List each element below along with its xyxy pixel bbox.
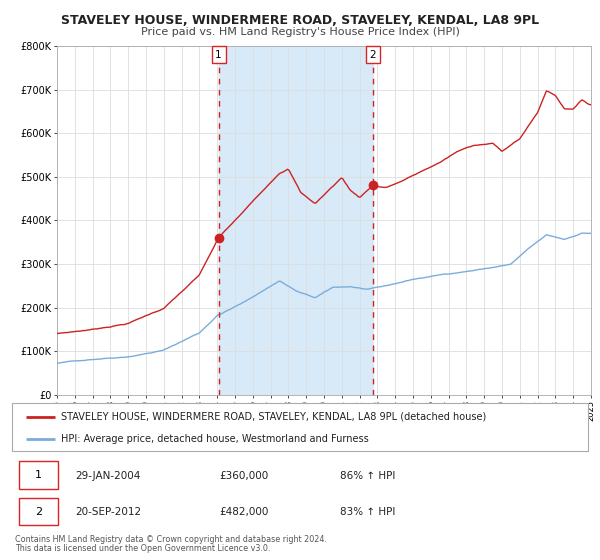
Text: Contains HM Land Registry data © Crown copyright and database right 2024.: Contains HM Land Registry data © Crown c…	[15, 534, 327, 544]
Text: £360,000: £360,000	[220, 471, 269, 481]
Text: STAVELEY HOUSE, WINDERMERE ROAD, STAVELEY, KENDAL, LA8 9PL: STAVELEY HOUSE, WINDERMERE ROAD, STAVELE…	[61, 14, 539, 27]
Bar	[19, 461, 58, 489]
Text: Price paid vs. HM Land Registry's House Price Index (HPI): Price paid vs. HM Land Registry's House …	[140, 27, 460, 37]
Text: £482,000: £482,000	[220, 507, 269, 517]
Text: HPI: Average price, detached house, Westmorland and Furness: HPI: Average price, detached house, West…	[61, 434, 369, 444]
Text: This data is licensed under the Open Government Licence v3.0.: This data is licensed under the Open Gov…	[15, 544, 271, 553]
Text: 2: 2	[35, 507, 42, 516]
Text: 1: 1	[35, 470, 42, 480]
Text: 29-JAN-2004: 29-JAN-2004	[76, 471, 141, 481]
Text: 2: 2	[369, 50, 376, 60]
Text: 20-SEP-2012: 20-SEP-2012	[76, 507, 142, 517]
Text: 1: 1	[215, 50, 222, 60]
Bar	[19, 498, 58, 525]
Text: 86% ↑ HPI: 86% ↑ HPI	[340, 471, 395, 481]
Text: 83% ↑ HPI: 83% ↑ HPI	[340, 507, 395, 517]
Bar	[218, 46, 373, 395]
Text: STAVELEY HOUSE, WINDERMERE ROAD, STAVELEY, KENDAL, LA8 9PL (detached house): STAVELEY HOUSE, WINDERMERE ROAD, STAVELE…	[61, 412, 486, 422]
